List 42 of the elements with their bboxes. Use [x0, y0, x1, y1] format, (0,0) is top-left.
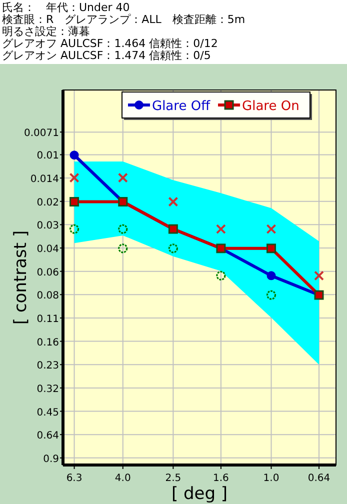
y-tick-label: 0.45	[36, 407, 59, 418]
point	[216, 224, 226, 234]
point	[69, 224, 80, 234]
text: 氏名： 年代：Under 40	[2, 1, 130, 14]
y-tick-label: 0.32	[36, 384, 59, 395]
y-tick-label: 0.04	[36, 244, 59, 256]
y-tick-label: 0.08	[36, 290, 59, 302]
text: 明るさ設定：薄暮	[2, 25, 90, 38]
point	[118, 172, 128, 183]
y-tick-label: 0.03	[36, 220, 59, 232]
y-tick-label: 0.9	[43, 454, 59, 465]
text: 検査眼：R グレアランプ：ALL 検査距離：5m	[2, 13, 246, 26]
y-tick-label: 0.0071	[24, 128, 59, 140]
text: グレアオフ AULCSF：1.464 信頼性：0/12	[2, 37, 218, 50]
x-tick-label: 6.3	[66, 473, 82, 484]
point	[266, 271, 276, 280]
point	[69, 172, 80, 183]
legend-label: Glare Off	[152, 99, 212, 114]
y-tick-label: 0.16	[36, 337, 59, 348]
y-tick-label: 0.014	[30, 174, 59, 186]
x-axis-title: [ deg ]	[171, 484, 228, 504]
text: グレアオン AULCSF：1.474 信頼性：0/5	[2, 49, 211, 62]
y-tick-label: 0.64	[36, 430, 59, 442]
y-tick-label: 0.06	[36, 267, 59, 278]
point	[118, 224, 128, 234]
y-tick-label: 0.01	[36, 150, 59, 162]
x-tick-label: 4.0	[114, 473, 131, 484]
x-tick-label: 2.5	[165, 473, 182, 484]
y-axis-title: [ contrast ]	[11, 230, 31, 325]
legend-label: Glare On	[242, 99, 300, 114]
point	[314, 270, 324, 281]
point	[70, 197, 80, 207]
point	[70, 150, 79, 160]
x-tick-label: 0.64	[308, 473, 330, 484]
point	[266, 224, 276, 234]
y-tick-label: 0.23	[36, 360, 59, 372]
x-tick-label: 1.0	[263, 473, 280, 484]
y-tick-label: 0.02	[36, 197, 59, 208]
point	[266, 244, 276, 254]
y-tick-label: 0.11	[36, 314, 59, 325]
x-tick-label: 1.6	[212, 473, 229, 484]
point	[168, 196, 178, 207]
